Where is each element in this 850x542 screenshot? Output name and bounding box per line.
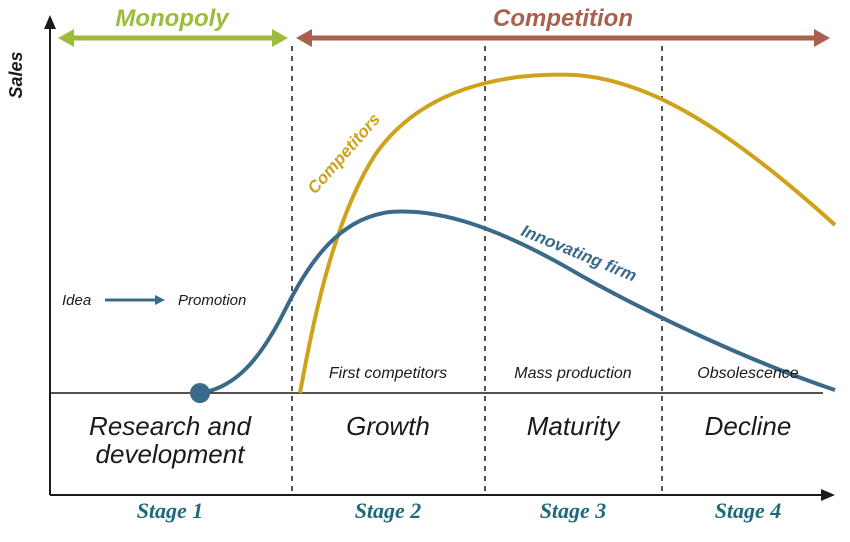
stage-sublabel: Mass production bbox=[514, 365, 631, 382]
idea-label: Idea bbox=[62, 292, 91, 309]
phase-label: Research anddevelopment bbox=[89, 411, 252, 469]
promotion-label: Promotion bbox=[178, 292, 246, 309]
competitors-curve-label: Competitors bbox=[304, 110, 384, 198]
stage-label: Stage 4 bbox=[715, 498, 782, 523]
start-dot bbox=[190, 383, 210, 403]
competition-label: Competition bbox=[493, 5, 633, 32]
chart-svg: SalesMonopolyCompetitionCompetitorsInnov… bbox=[0, 0, 850, 542]
monopoly-label: Monopoly bbox=[115, 5, 230, 32]
y-axis-label: Sales bbox=[6, 51, 26, 98]
stage-sublabel: Obsolescence bbox=[697, 365, 798, 382]
phase-label: Decline bbox=[705, 411, 792, 441]
product-lifecycle-chart: SalesMonopolyCompetitionCompetitorsInnov… bbox=[0, 0, 850, 542]
stage-sublabel: First competitors bbox=[329, 365, 447, 382]
phase-label: Growth bbox=[346, 411, 430, 441]
stage-label: Stage 1 bbox=[137, 498, 204, 523]
stage-label: Stage 3 bbox=[540, 498, 607, 523]
phase-label: Maturity bbox=[527, 411, 621, 441]
stage-label: Stage 2 bbox=[355, 498, 422, 523]
